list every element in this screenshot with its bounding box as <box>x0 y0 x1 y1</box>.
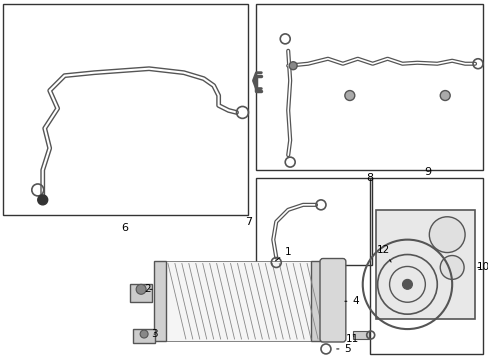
Text: 7: 7 <box>244 217 251 227</box>
Bar <box>154 261 165 341</box>
Circle shape <box>428 217 464 253</box>
Circle shape <box>136 284 146 294</box>
Bar <box>256 4 482 170</box>
Text: 4: 4 <box>344 296 358 306</box>
Text: 1: 1 <box>275 247 291 261</box>
Text: 3: 3 <box>150 329 157 339</box>
Circle shape <box>140 330 148 338</box>
Bar <box>310 261 323 341</box>
Text: 2: 2 <box>143 284 152 294</box>
Circle shape <box>288 62 297 70</box>
Circle shape <box>344 91 354 100</box>
Bar <box>165 261 310 341</box>
Text: 5: 5 <box>336 344 350 354</box>
Bar <box>133 329 155 343</box>
Text: 12: 12 <box>376 244 390 262</box>
Bar <box>256 178 371 265</box>
Text: 8: 8 <box>366 173 372 183</box>
Circle shape <box>38 195 48 205</box>
Text: 10: 10 <box>475 262 488 273</box>
Circle shape <box>439 91 449 100</box>
FancyBboxPatch shape <box>319 258 345 342</box>
Bar <box>3 4 248 215</box>
Text: 11: 11 <box>346 334 359 344</box>
Circle shape <box>402 279 411 289</box>
Bar <box>130 284 152 302</box>
Text: 6: 6 <box>122 223 128 233</box>
Bar <box>375 210 474 319</box>
Bar <box>369 178 482 354</box>
Circle shape <box>439 256 463 279</box>
Text: 9: 9 <box>423 167 430 177</box>
Bar <box>352 331 368 339</box>
